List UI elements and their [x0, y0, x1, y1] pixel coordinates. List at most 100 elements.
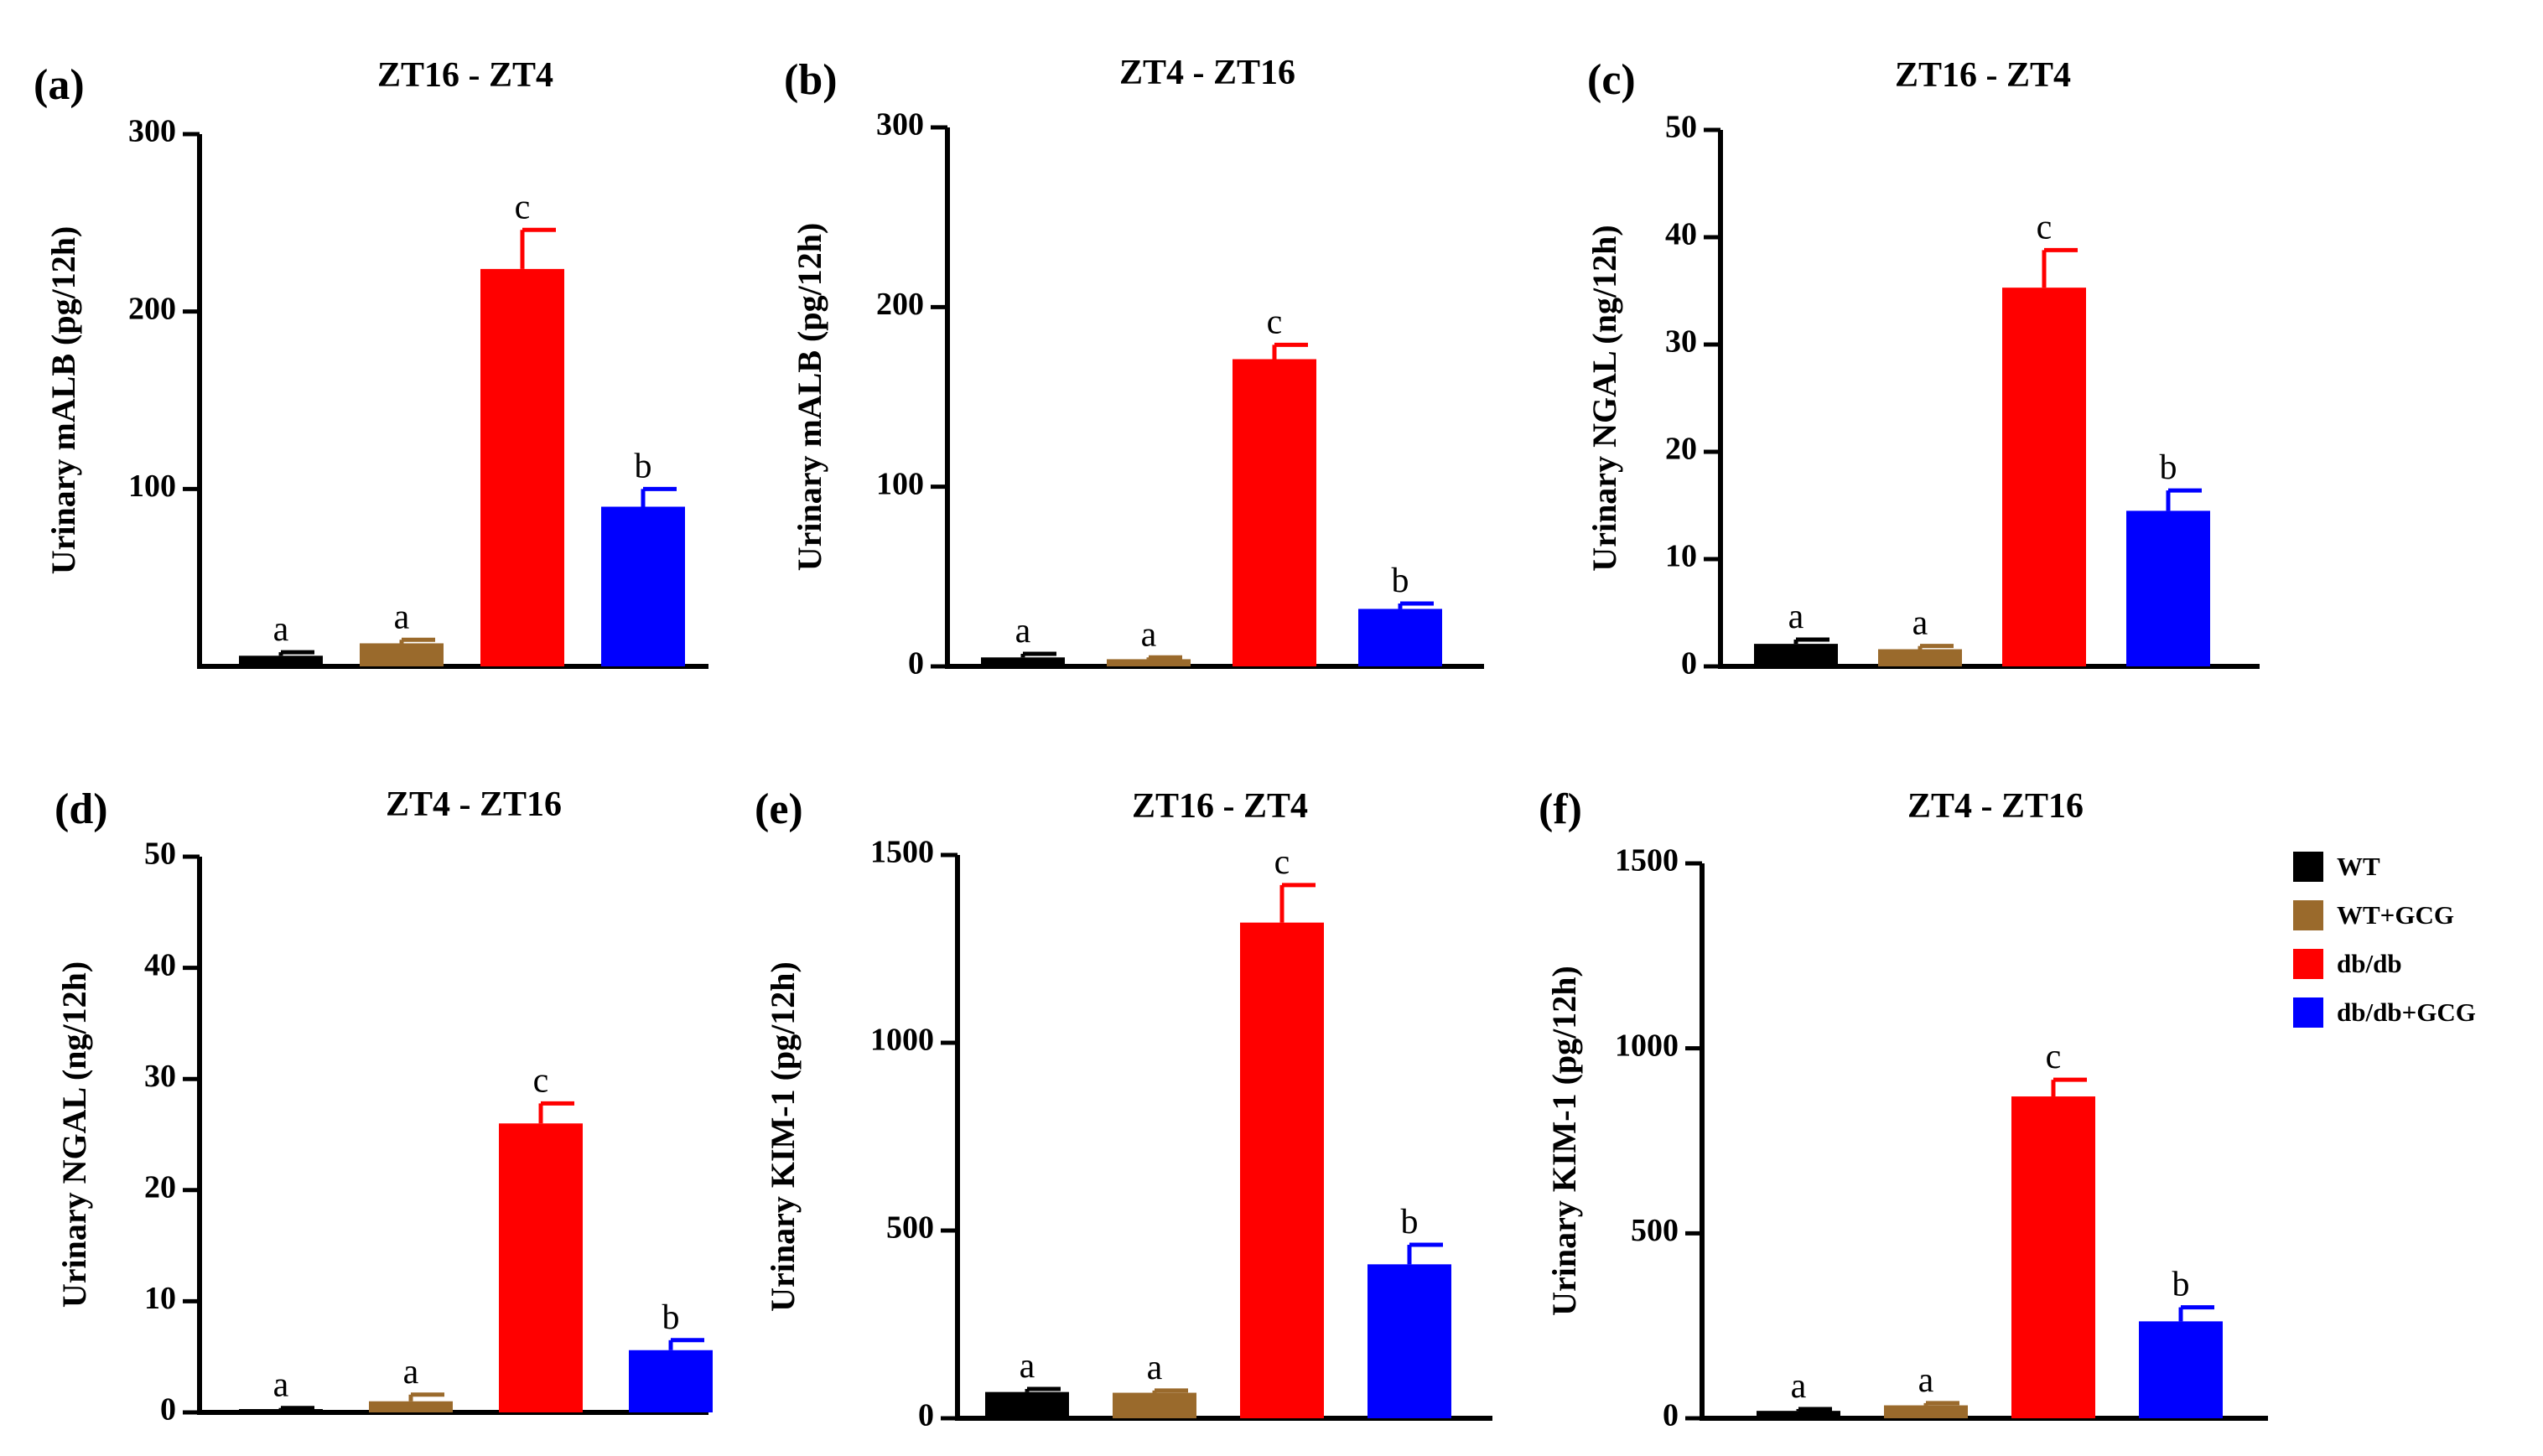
panel-b-ytick-label-2: 200 — [876, 287, 924, 322]
panel-c-bar-dbdb — [2002, 288, 2086, 666]
panel-d-bar-dbdb — [499, 1123, 583, 1412]
panel-c-bar-dbdb-gcg — [2126, 510, 2210, 666]
panel-a-ytick-label-0: 100 — [128, 469, 176, 504]
panel-f-sig-wt-gcg: a — [1918, 1361, 1934, 1400]
panel-a: (a) ZT16 - ZT4 Urinary mALB (pg/12h) 100 200… — [34, 56, 708, 669]
legend-label-dbdb: db/db — [2337, 949, 2402, 978]
panel-d-sig-wt-gcg: a — [403, 1353, 419, 1391]
panel-b-sig-wt-gcg: a — [1141, 615, 1157, 654]
panel-c-ytick-label-2: 20 — [1665, 432, 1697, 467]
panel-d-label: (d) — [54, 785, 108, 833]
panel-d-sig-wt: a — [273, 1366, 289, 1405]
panel-a-bar-dbdb — [480, 268, 564, 666]
panel-e-ytick-label-0: 0 — [918, 1398, 934, 1433]
panel-c-bar-wt-gcg — [1878, 649, 1962, 666]
panel-d-sig-dbdb-gcg: b — [662, 1298, 680, 1337]
panel-b: (b) ZT4 - ZT16 Urinary mALB (pg/12h) 0 100 20… — [784, 54, 1484, 681]
panel-c-sig-dbdb: c — [2037, 208, 2053, 246]
panel-c-sig-dbdb-gcg: b — [2160, 448, 2177, 487]
panel-b-sig-wt: a — [1015, 612, 1031, 650]
panel-d-bar-wt-gcg — [369, 1401, 453, 1412]
panel-b-title: ZT4 - ZT16 — [1119, 54, 1295, 92]
panel-b-ytick-label-0: 0 — [908, 646, 924, 681]
panel-e-sig-wt: a — [1020, 1347, 1035, 1386]
legend-swatch-dbdb-gcg — [2293, 997, 2323, 1028]
panel-f-title: ZT4 - ZT16 — [1907, 787, 2084, 826]
panel-f-bar-wt — [1757, 1411, 1840, 1418]
panel-d-ytick-label-1: 10 — [144, 1281, 176, 1316]
legend-label-wt: WT — [2337, 852, 2380, 881]
legend-item-wt-gcg: WT+GCG — [2293, 891, 2536, 940]
panel-f-bar-dbdb — [2011, 1096, 2095, 1418]
legend-swatch-wt — [2293, 852, 2323, 882]
panel-d-bar-wt — [239, 1409, 323, 1412]
panel-e-bar-dbdb — [1240, 922, 1324, 1418]
panel-f-ylabel: Urinary KIM-1 (pg/12h) — [1545, 966, 1583, 1316]
panel-d-bar-dbdb-gcg — [629, 1350, 713, 1412]
panel-e-bar-dbdb-gcg — [1368, 1264, 1451, 1418]
panel-f-label: (f) — [1539, 785, 1582, 833]
panel-a-ylabel: Urinary mALB (pg/12h) — [44, 226, 82, 575]
legend-swatch-dbdb — [2293, 949, 2323, 979]
legend-item-wt: WT — [2293, 842, 2536, 891]
panel-d-ytick-label-0: 0 — [160, 1392, 176, 1428]
panel-c-ylabel: Urinary NGAL (ng/12h) — [1585, 225, 1623, 571]
legend-item-dbdb-gcg: db/db+GCG — [2293, 988, 2536, 1037]
panel-a-bar-wt-gcg — [360, 643, 444, 666]
panel-d-ytick-label-5: 50 — [144, 837, 176, 872]
panel-e-bar-wt — [985, 1391, 1069, 1418]
legend-label-dbdb-gcg: db/db+GCG — [2337, 997, 2476, 1027]
panel-e-label: (e) — [755, 785, 803, 833]
panel-d-ylabel: Urinary NGAL (ng/12h) — [55, 961, 93, 1308]
panel-d-ytick-label-3: 30 — [144, 1059, 176, 1094]
panel-a-bar-dbdb-gcg — [601, 506, 685, 666]
panel-b-bar-wt-gcg — [1107, 659, 1191, 666]
panel-e-ylabel: Urinary KIM-1 (pg/12h) — [764, 961, 802, 1312]
panel-d: (d) ZT4 - ZT16 Urinary NGAL (ng/12h) 0 10 20 3… — [54, 785, 713, 1428]
panel-e: (e) ZT16 - ZT4 Urinary KIM-1 (pg/12h) 0 500 1… — [755, 785, 1492, 1433]
panel-d-title: ZT4 - ZT16 — [386, 785, 562, 824]
legend-label-wt-gcg: WT+GCG — [2337, 900, 2454, 930]
panel-c-sig-wt: a — [1788, 598, 1804, 636]
panel-e-ytick-label-1: 500 — [886, 1210, 934, 1246]
panel-a-label: (a) — [34, 61, 85, 109]
panel-c-ytick-label-4: 40 — [1665, 217, 1697, 252]
panel-f-bar-dbdb-gcg — [2139, 1321, 2223, 1418]
panel-a-sig-dbdb: c — [515, 188, 531, 226]
panel-d-sig-dbdb: c — [533, 1061, 549, 1100]
panel-c-ytick-label-3: 30 — [1665, 324, 1697, 360]
panel-b-ytick-label-3: 300 — [876, 107, 924, 142]
panel-a-ytick-label-2: 300 — [128, 114, 176, 149]
panel-f-ytick-label-1: 500 — [1631, 1213, 1679, 1248]
panel-c-sig-wt-gcg: a — [1912, 604, 1928, 643]
panel-e-title: ZT16 - ZT4 — [1132, 787, 1308, 826]
panel-b-label: (b) — [784, 56, 838, 104]
panel-e-ytick-label-2: 1000 — [870, 1023, 934, 1058]
panel-a-ytick-label-1: 200 — [128, 291, 176, 326]
panel-b-ylabel: Urinary mALB (pg/12h) — [791, 223, 828, 572]
panel-c-ytick-label-1: 10 — [1665, 539, 1697, 574]
legend-item-dbdb: db/db — [2293, 940, 2536, 988]
panel-b-bar-dbdb — [1233, 359, 1316, 666]
panel-c-ytick-label-0: 0 — [1681, 646, 1697, 681]
panel-f-sig-dbdb: c — [2046, 1038, 2062, 1076]
panel-f: (f) ZT4 - ZT16 Urinary KIM-1 (pg/12h) 0 500 1… — [1539, 785, 2268, 1433]
panel-b-ytick-label-1: 100 — [876, 466, 924, 501]
panel-b-bar-wt — [981, 657, 1065, 666]
panel-f-ytick-label-0: 0 — [1663, 1398, 1679, 1433]
panel-e-bar-wt-gcg — [1113, 1392, 1196, 1418]
panel-e-ytick-label-3: 1500 — [870, 835, 934, 870]
panel-c-title: ZT16 - ZT4 — [1895, 56, 2071, 95]
panel-a-sig-wt-gcg: a — [394, 598, 410, 636]
panel-d-ytick-label-4: 40 — [144, 947, 176, 982]
legend: WT WT+GCG db/db db/db+GCG — [2293, 842, 2536, 1037]
panel-b-sig-dbdb-gcg: b — [1392, 562, 1409, 600]
panel-a-bar-wt — [239, 655, 323, 666]
panel-b-bar-dbdb-gcg — [1358, 609, 1442, 666]
panel-c-bar-wt — [1754, 644, 1838, 666]
panel-d-ytick-label-2: 20 — [144, 1170, 176, 1205]
panel-e-sig-wt-gcg: a — [1147, 1349, 1163, 1387]
panel-f-ytick-label-2: 1000 — [1615, 1028, 1679, 1063]
panel-c: (c) ZT16 - ZT4 Urinary NGAL (ng/12h) 0 10 20 3… — [1585, 56, 2260, 681]
